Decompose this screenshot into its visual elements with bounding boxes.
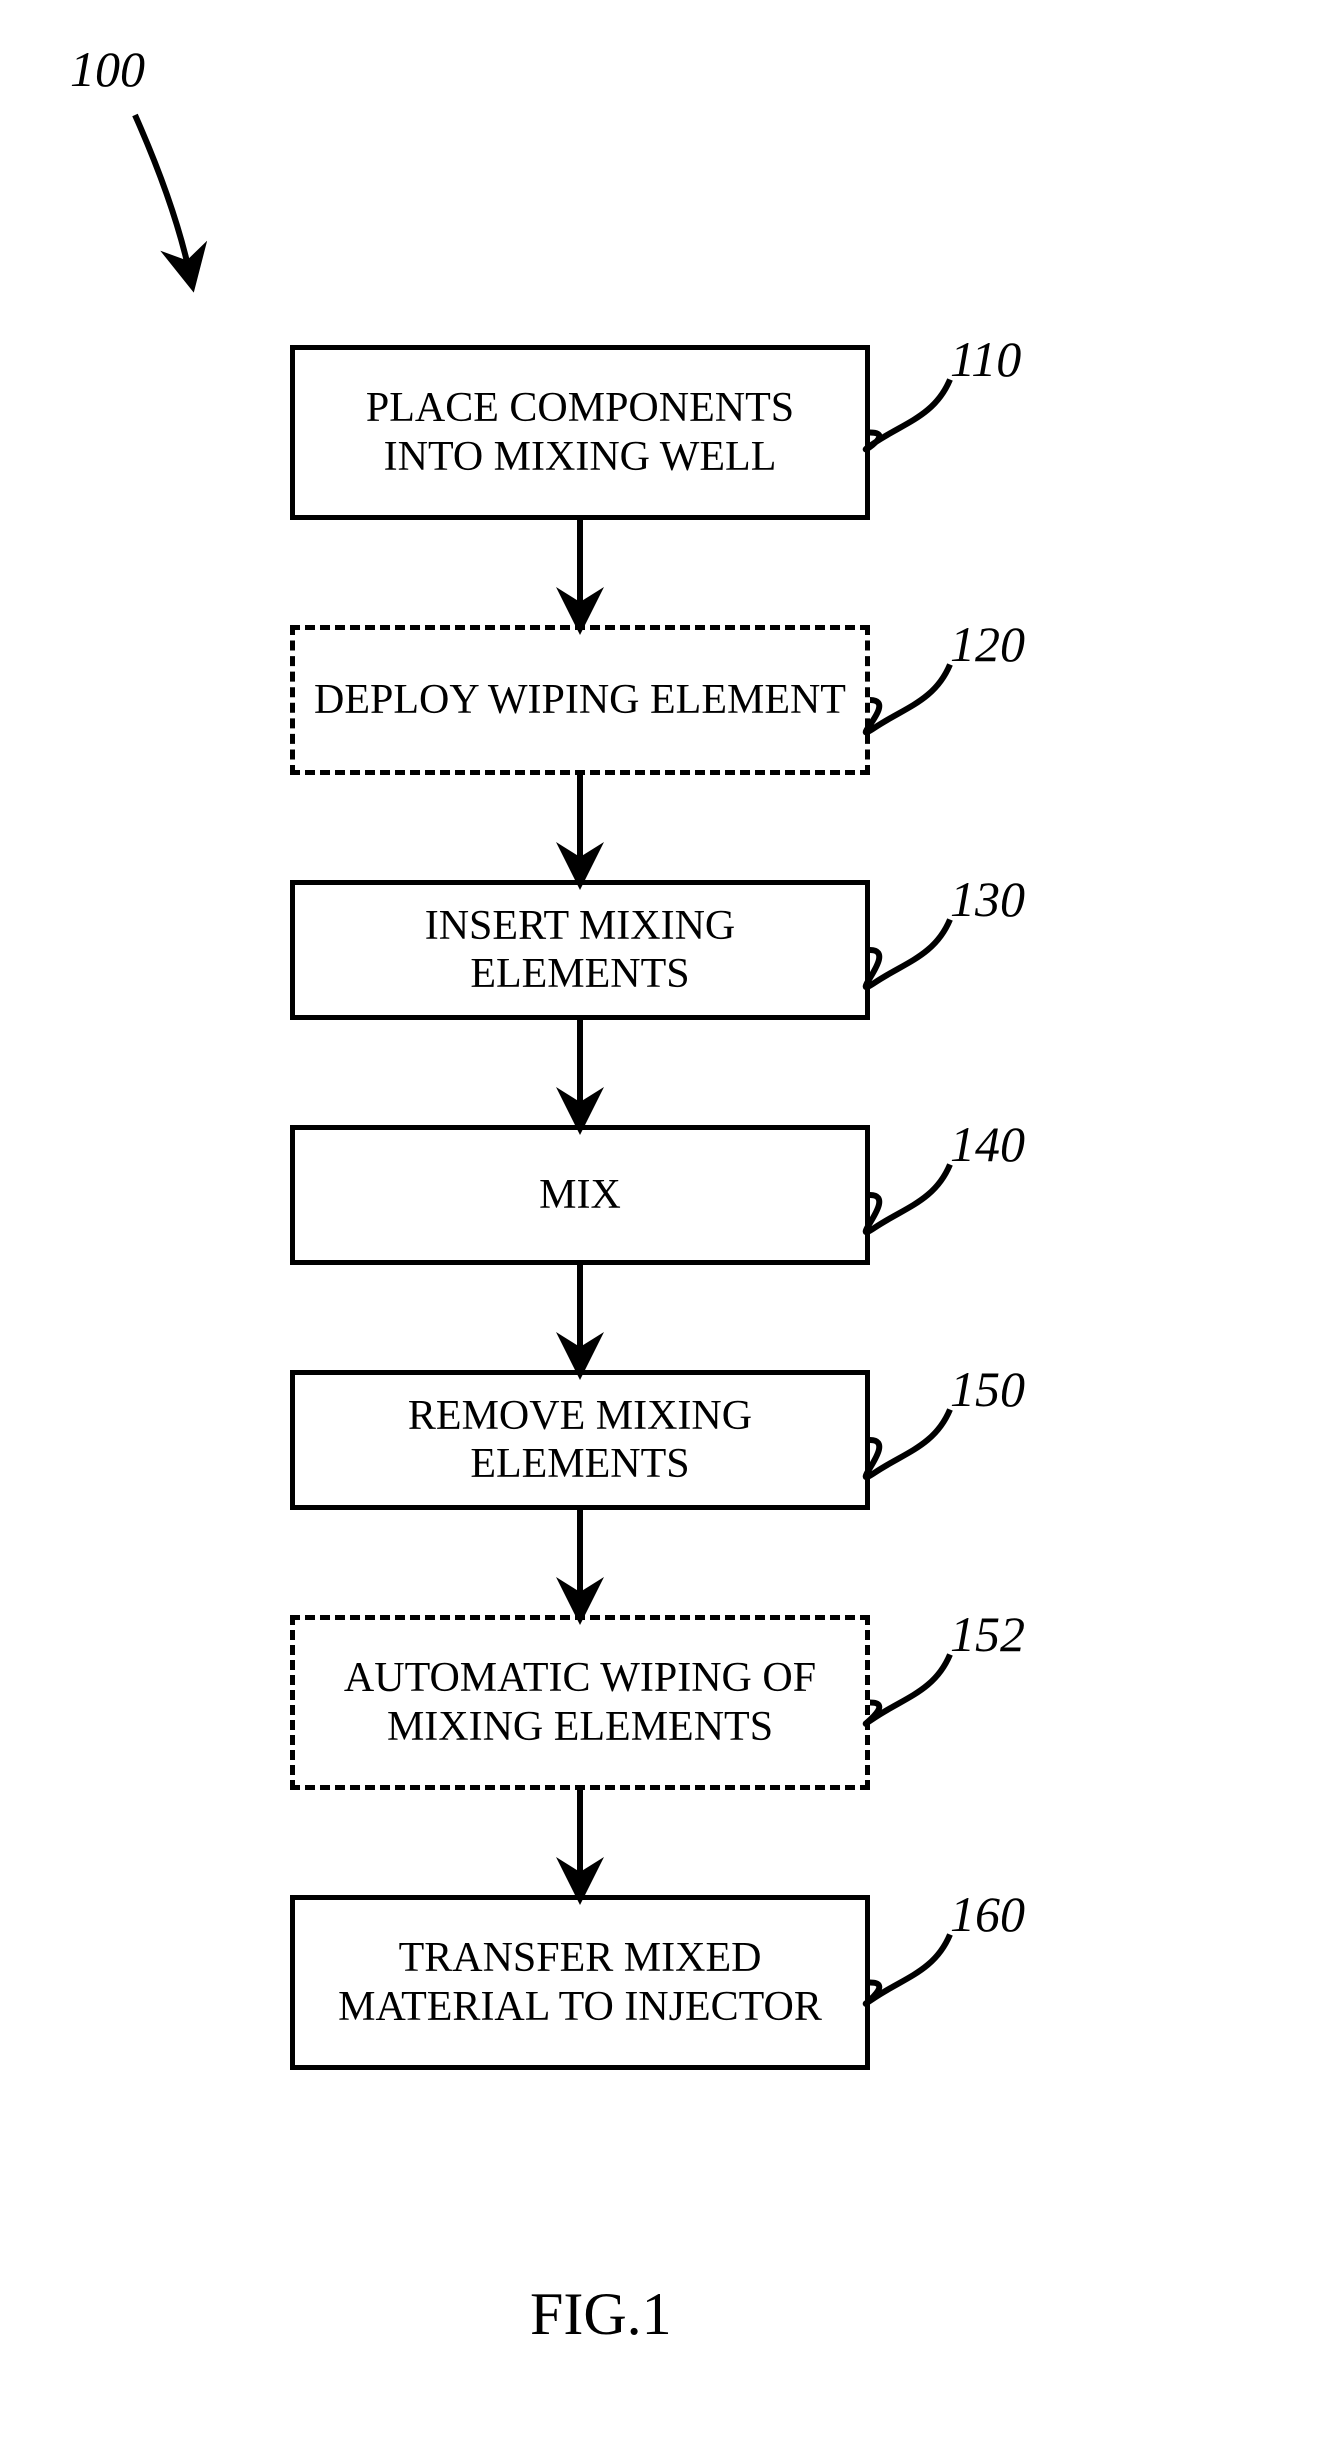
step-label: REMOVE MIXING ELEMENTS — [311, 1392, 849, 1489]
step-label: INSERT MIXING ELEMENTS — [311, 902, 849, 999]
ref-label-120: 120 — [950, 615, 1025, 673]
overall-ref-label: 100 — [70, 40, 145, 98]
ref-label-160: 160 — [950, 1885, 1025, 1943]
step-label: DEPLOY WIPING ELEMENT — [314, 676, 846, 724]
step-label: TRANSFER MIXED MATERIAL TO INJECTOR — [311, 1934, 849, 2031]
figure-caption: FIG.1 — [530, 2280, 672, 2349]
step-label: AUTOMATIC WIPING OF MIXING ELEMENTS — [311, 1654, 849, 1751]
ref-label-140: 140 — [950, 1115, 1025, 1173]
ref-label-130: 130 — [950, 870, 1025, 928]
step-box-140: MIX — [290, 1125, 870, 1265]
ref-label-152: 152 — [950, 1605, 1025, 1663]
step-box-160: TRANSFER MIXED MATERIAL TO INJECTOR — [290, 1895, 870, 2070]
flowchart-figure: 100 PLACE COMPONENTS INTO MIXING WELL DE… — [0, 0, 1322, 2451]
step-box-150: REMOVE MIXING ELEMENTS — [290, 1370, 870, 1510]
ref-label-150: 150 — [950, 1360, 1025, 1418]
step-label: PLACE COMPONENTS INTO MIXING WELL — [311, 384, 849, 481]
ref-label-110: 110 — [950, 330, 1021, 388]
step-box-130: INSERT MIXING ELEMENTS — [290, 880, 870, 1020]
step-box-152: AUTOMATIC WIPING OF MIXING ELEMENTS — [290, 1615, 870, 1790]
step-label: MIX — [539, 1171, 621, 1219]
step-box-110: PLACE COMPONENTS INTO MIXING WELL — [290, 345, 870, 520]
step-box-120: DEPLOY WIPING ELEMENT — [290, 625, 870, 775]
